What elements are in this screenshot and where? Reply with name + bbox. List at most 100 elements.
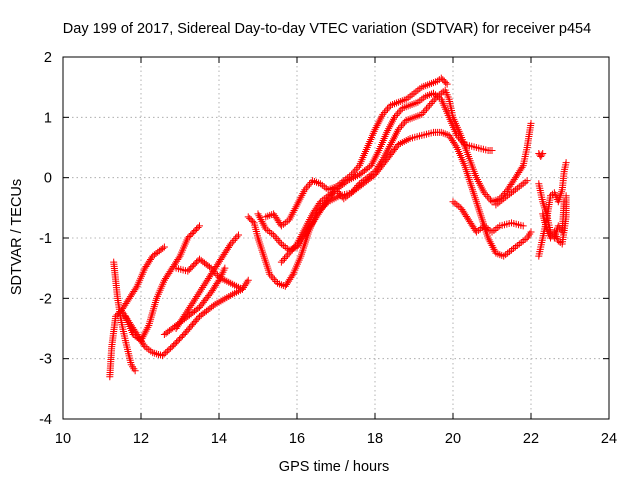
y-tick-label: 0 [44,171,52,187]
data-point [173,338,181,346]
data-point [352,165,360,173]
data-point [562,192,570,200]
x-tick-label: 12 [133,431,149,447]
data-point [187,322,195,330]
data-point [562,159,570,167]
x-tick-label: 10 [55,431,71,447]
data-point [539,150,547,158]
data-point [279,256,287,264]
data-point [432,94,440,102]
data-point [168,343,176,351]
data-point [538,151,546,159]
data-points [106,74,570,381]
data-point [194,291,202,299]
data-point [190,228,198,236]
data-point [191,226,199,234]
data-point [399,120,407,128]
data-point [160,350,168,358]
data-point [113,311,121,319]
data-point [242,280,250,288]
data-point [206,263,214,271]
data-point [523,177,531,185]
data-point [184,326,192,334]
data-point [270,276,278,284]
data-point [267,272,275,280]
data-point [181,329,189,337]
data-point [190,319,198,327]
data-point [427,99,435,107]
data-point [285,249,293,257]
data-point [421,107,429,115]
data-point [281,255,289,263]
data-point [452,142,460,150]
data-point [398,122,406,130]
data-point [175,254,183,262]
x-tick-label: 18 [367,431,383,447]
data-point [430,96,438,104]
data-point [187,302,195,310]
data-point [527,119,535,127]
data-point [159,244,167,252]
y-axis-label: SDTVAR / TECUs [9,179,25,295]
y-tick-label: -1 [39,231,52,247]
data-point [272,277,280,285]
plot-frame [62,56,610,420]
data-point [209,302,217,310]
data-point [302,184,310,192]
data-point [194,223,202,231]
data-point [379,110,387,118]
y-tick-label: -3 [39,352,52,368]
data-point [480,189,488,197]
data-point [131,367,139,375]
data-point [196,287,204,295]
data-point [352,183,360,191]
chart-title: Day 199 of 2017, Sidereal Day-to-day VTE… [63,21,591,37]
data-point [266,270,274,278]
data-point [395,108,403,116]
data-point [337,191,345,199]
data-point [440,77,448,85]
data-point [348,171,356,179]
y-tick-label: -2 [39,291,52,307]
data-point [241,282,249,290]
data-point [332,186,340,194]
x-tick-label: 16 [289,431,305,447]
data-point [188,321,196,329]
data-point [186,324,194,332]
data-point [195,289,203,297]
data-point [194,305,202,313]
data-point [380,109,388,117]
data-point [190,296,198,304]
x-tick-label: 22 [523,431,539,447]
data-point [188,300,196,308]
data-point [214,278,222,286]
data-point [193,293,201,301]
data-point [185,305,193,313]
data-point [442,79,450,87]
data-point [170,341,178,349]
data-point [112,312,120,320]
data-point [244,213,252,221]
data-point [197,285,205,293]
series-arc-13 [449,198,527,236]
data-point [193,258,201,266]
series-arc-2 [106,276,252,381]
data-point [305,180,313,188]
series-arc-6 [172,255,246,293]
data-point [396,124,404,132]
data-point [188,229,196,237]
data-point [187,231,195,239]
data-point [178,332,186,340]
data-point [282,253,290,261]
series-arc-4 [118,243,168,314]
data-point [177,334,185,342]
data-point [519,222,527,230]
data-point [176,335,184,343]
y-tick-label: 2 [44,50,52,66]
data-point [349,187,357,195]
data-point [212,270,220,278]
data-point [202,278,210,286]
series-arc-12 [277,86,535,266]
x-tick-label: 20 [445,431,461,447]
